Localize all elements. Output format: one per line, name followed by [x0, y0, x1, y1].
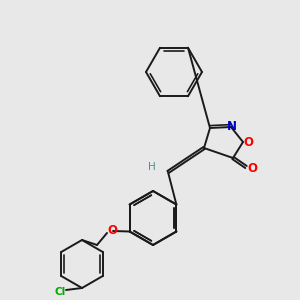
Text: H: H [148, 162, 156, 172]
Text: Cl: Cl [54, 287, 66, 297]
Text: O: O [247, 161, 257, 175]
Text: O: O [107, 224, 117, 238]
Text: N: N [227, 119, 237, 133]
Text: O: O [243, 136, 253, 148]
